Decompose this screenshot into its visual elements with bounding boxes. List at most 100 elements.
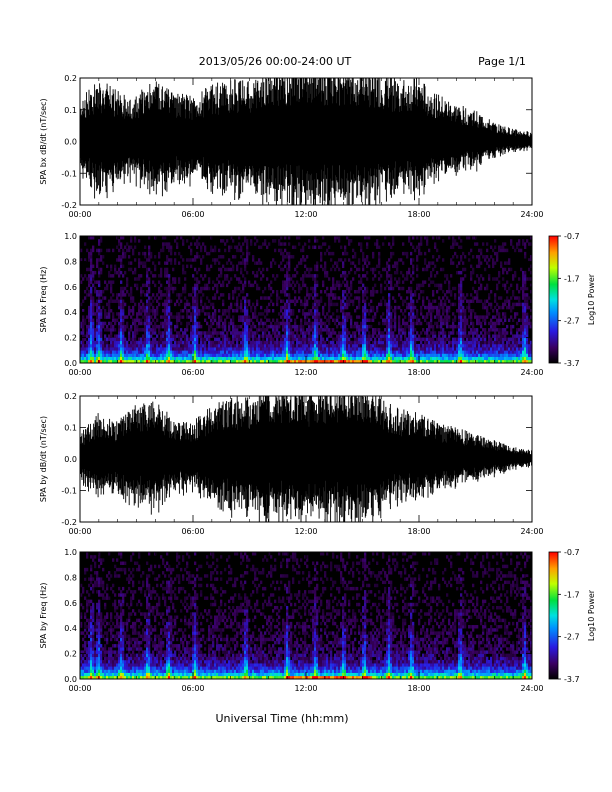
spectrogram-cell: [172, 286, 175, 291]
spectrogram-cell: [370, 309, 373, 313]
spectrogram-cell: [388, 305, 391, 310]
spectrogram-cell: [524, 242, 527, 246]
spectrogram-cell: [358, 334, 361, 338]
y-tick-label: 0.4: [64, 308, 77, 317]
spectrogram-cell: [294, 328, 297, 332]
spectrogram-cell: [176, 331, 179, 335]
spectrogram-cell: [476, 334, 479, 338]
spectrogram-cell: [402, 274, 405, 278]
spectrogram-cell: [322, 353, 325, 357]
spectrogram-cell: [240, 334, 243, 338]
spectrogram-cell: [146, 331, 149, 335]
spectrogram-cell: [282, 251, 285, 256]
spectrogram-cell: [356, 321, 359, 326]
spectrogram-cell: [364, 305, 367, 310]
spectrogram-cell: [286, 261, 289, 265]
spectrogram-cell: [290, 318, 293, 323]
spectrogram-cell: [460, 315, 463, 319]
spectrogram-cell: [344, 302, 347, 307]
x-tick-label: 00:00: [68, 368, 91, 377]
spectrogram-cell: [236, 350, 239, 354]
spectrogram-cell: [158, 286, 161, 291]
spectrogram-cell: [332, 343, 335, 348]
spectrogram-cell: [208, 337, 211, 342]
spectrogram-cell: [330, 343, 333, 348]
spectrogram-cell: [146, 318, 149, 323]
spectrogram-cell: [518, 356, 521, 361]
spectrogram-cell: [354, 331, 357, 335]
spectrogram-cell: [206, 283, 209, 288]
spectrogram-cell: [480, 283, 483, 288]
spectrogram-cell: [148, 315, 151, 319]
spectrogram-cell: [344, 289, 347, 294]
spectrogram-cell: [286, 324, 289, 329]
spectrogram-cell: [304, 305, 307, 310]
spectrogram-cell: [248, 334, 251, 338]
spectrogram-cell: [252, 255, 255, 259]
spectrogram-cell: [138, 347, 141, 351]
x-tick-label: 06:00: [181, 527, 204, 536]
spectrogram-cell: [242, 328, 245, 332]
spectrogram-cell: [150, 255, 153, 259]
spectrogram-cell: [192, 305, 195, 310]
spectrogram-cell: [314, 236, 317, 240]
spectrogram-cell: [494, 251, 497, 256]
spectrogram-cell: [126, 248, 129, 253]
spectrogram-cell: [390, 334, 393, 338]
spectrogram-cell: [364, 236, 367, 240]
spectrogram-cell: [82, 347, 85, 351]
spectrogram-cell: [236, 296, 239, 300]
spectrogram-cell: [110, 267, 113, 272]
spectrogram-cell: [328, 350, 331, 354]
spectrogram-cell: [472, 359, 475, 364]
spectrogram-cell: [500, 331, 503, 335]
spectrogram-cell: [516, 356, 519, 361]
spectrogram-cell: [460, 328, 463, 332]
spectrogram-cell: [388, 359, 391, 364]
spectrogram-cell: [306, 274, 309, 278]
spectrogram-cell: [192, 343, 195, 348]
spectrogram-cell: [458, 309, 461, 313]
spectrogram-cell: [156, 347, 159, 351]
spectrogram-cell: [144, 264, 147, 269]
spectrogram-cell: [282, 321, 285, 326]
spectrogram-cell: [168, 328, 171, 332]
spectrogram-cell: [314, 318, 317, 323]
spectrogram-cell: [266, 277, 269, 281]
spectrogram-cell: [420, 251, 423, 256]
spectrogram-cell: [424, 236, 427, 240]
spectrogram-cell: [514, 350, 517, 354]
spectrogram-cell: [178, 296, 181, 300]
spectrogram-cell: [180, 293, 183, 297]
spectrogram-cell: [96, 337, 99, 342]
spectrogram-cell: [470, 337, 473, 342]
spectrogram-cell: [232, 343, 235, 348]
spectrogram-cell: [446, 305, 449, 310]
spectrogram-cell: [460, 337, 463, 342]
spectrogram-cell: [394, 312, 397, 316]
spectrogram-cell: [286, 318, 289, 323]
spectrogram-cell: [466, 340, 469, 345]
spectrogram-cell: [112, 350, 115, 354]
spectrogram-cell: [486, 312, 489, 316]
spectrogram-cell: [362, 299, 365, 303]
spectrogram-cell: [340, 350, 343, 354]
page-number-text: Page 1/1: [478, 55, 526, 68]
spectrogram-cell: [238, 286, 241, 291]
spectrogram-cell: [304, 337, 307, 342]
spectrogram-cell: [496, 302, 499, 307]
spectrogram-cell: [246, 353, 249, 357]
spectrogram-cell: [394, 299, 397, 303]
spectrogram-cell: [212, 305, 215, 310]
spectrogram-cell: [230, 340, 233, 345]
spectrogram-cell: [378, 337, 381, 342]
spectrogram-cell: [106, 359, 109, 364]
spectrogram-cell: [208, 251, 211, 256]
spectrogram-cell: [520, 334, 523, 338]
spectrogram-cell: [132, 331, 135, 335]
spectrogram-cell: [282, 267, 285, 272]
spectrogram-cell: [390, 255, 393, 259]
spectrogram-cell: [328, 331, 331, 335]
spectrogram-cell: [272, 239, 275, 243]
